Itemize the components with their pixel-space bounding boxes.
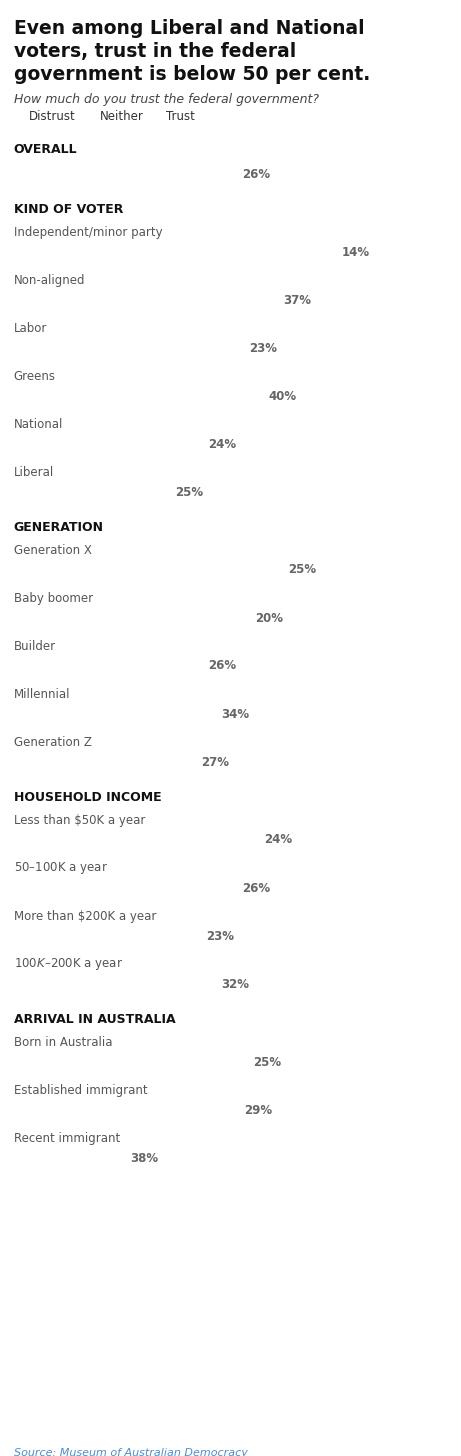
Text: 47%: 47%	[331, 485, 360, 498]
Text: 14%: 14%	[342, 246, 370, 259]
Text: 33%: 33%	[71, 756, 99, 769]
Text: 29%: 29%	[245, 1104, 273, 1117]
Text: 31%: 31%	[366, 342, 394, 354]
Text: Baby boomer: Baby boomer	[14, 591, 93, 604]
Text: 31%: 31%	[362, 708, 390, 721]
Text: 54%: 54%	[117, 563, 145, 577]
Text: $100K – $200K a year: $100K – $200K a year	[14, 957, 123, 973]
Text: Millennial: Millennial	[14, 687, 71, 700]
Text: 46%: 46%	[100, 1056, 128, 1069]
Text: Greens: Greens	[14, 370, 56, 383]
Text: 36%: 36%	[78, 929, 106, 942]
Text: Recent immigrant: Recent immigrant	[14, 1131, 120, 1144]
Text: 51%: 51%	[323, 1152, 351, 1165]
Text: 26%: 26%	[242, 167, 271, 181]
Text: 24%: 24%	[208, 437, 236, 450]
Text: 34%: 34%	[73, 708, 101, 721]
Text: 32%: 32%	[221, 977, 249, 990]
Text: Established immigrant: Established immigrant	[14, 1083, 148, 1096]
Text: 24%: 24%	[264, 833, 292, 846]
Text: 25%: 25%	[175, 485, 203, 498]
Text: OVERALL: OVERALL	[14, 143, 77, 156]
Text: 36%: 36%	[78, 437, 106, 450]
Text: 29%: 29%	[370, 1056, 398, 1069]
Text: 38%: 38%	[130, 1152, 158, 1165]
Text: Labor: Labor	[14, 322, 47, 335]
Text: Independent/minor party: Independent/minor party	[14, 226, 162, 239]
Text: More than $200K a year: More than $200K a year	[14, 910, 156, 923]
Text: Source: Museum of Australian Democracy: Source: Museum of Australian Democracy	[14, 1449, 248, 1456]
Text: 49%: 49%	[106, 612, 134, 625]
Text: Liberal: Liberal	[14, 466, 54, 479]
Text: KIND OF VOTER: KIND OF VOTER	[14, 202, 123, 215]
Text: 46%: 46%	[100, 342, 128, 354]
Text: 23%: 23%	[249, 342, 277, 354]
Text: 40%: 40%	[346, 437, 375, 450]
Text: 43%: 43%	[93, 167, 121, 181]
Text: Even among Liberal and National: Even among Liberal and National	[14, 19, 365, 38]
Text: 23%: 23%	[206, 929, 234, 942]
Text: HOUSEHOLD INCOME: HOUSEHOLD INCOME	[14, 791, 161, 804]
Text: 49%: 49%	[106, 833, 134, 846]
Text: 43%: 43%	[93, 881, 121, 894]
Text: 42%: 42%	[346, 929, 375, 942]
Text: Distrust: Distrust	[29, 111, 76, 122]
Text: 40%: 40%	[268, 390, 296, 402]
Text: National: National	[14, 418, 63, 431]
Text: 16%: 16%	[398, 294, 426, 307]
Text: Builder: Builder	[14, 639, 56, 652]
Text: 35%: 35%	[76, 660, 104, 673]
Text: 27%: 27%	[375, 833, 402, 846]
Text: 31%: 31%	[366, 881, 394, 894]
Text: 34%: 34%	[221, 708, 249, 721]
Text: 27%: 27%	[201, 756, 229, 769]
Text: Trust: Trust	[166, 111, 195, 122]
Text: Generation Z: Generation Z	[14, 735, 92, 748]
Text: 31%: 31%	[366, 612, 394, 625]
Text: 42%: 42%	[91, 1104, 119, 1117]
Text: 40%: 40%	[346, 756, 375, 769]
Text: 42%: 42%	[91, 390, 119, 402]
Text: 72%: 72%	[156, 246, 184, 259]
Text: 47%: 47%	[101, 294, 130, 307]
Text: $50 – $100K a year: $50 – $100K a year	[14, 860, 108, 877]
Text: 25%: 25%	[288, 563, 316, 577]
Text: 20%: 20%	[255, 612, 284, 625]
Text: voters, trust in the federal: voters, trust in the federal	[14, 42, 296, 61]
Text: 33%: 33%	[362, 977, 390, 990]
Text: 28%: 28%	[60, 485, 89, 498]
Text: 26%: 26%	[208, 660, 236, 673]
Text: 26%: 26%	[242, 881, 271, 894]
Text: government is below 50 per cent.: government is below 50 per cent.	[14, 66, 370, 84]
Text: 21%: 21%	[388, 563, 416, 577]
Text: GENERATION: GENERATION	[14, 521, 104, 534]
Text: 18%: 18%	[394, 390, 422, 402]
Text: Neither: Neither	[100, 111, 144, 122]
Text: Less than $50K a year: Less than $50K a year	[14, 814, 145, 827]
Text: 11%: 11%	[24, 1152, 52, 1165]
Text: 25%: 25%	[253, 1056, 281, 1069]
Text: 29%: 29%	[370, 1104, 398, 1117]
Text: 14%: 14%	[403, 246, 431, 259]
Text: Non-aligned: Non-aligned	[14, 274, 85, 287]
Text: Born in Australia: Born in Australia	[14, 1035, 112, 1048]
Text: 37%: 37%	[284, 294, 312, 307]
Text: How much do you trust the federal government?: How much do you trust the federal govern…	[14, 93, 319, 106]
Text: Generation X: Generation X	[14, 543, 92, 556]
Text: 35%: 35%	[76, 977, 104, 990]
Text: 31%: 31%	[366, 167, 394, 181]
Text: 39%: 39%	[349, 660, 377, 673]
Text: ARRIVAL IN AUSTRALIA: ARRIVAL IN AUSTRALIA	[14, 1013, 176, 1026]
